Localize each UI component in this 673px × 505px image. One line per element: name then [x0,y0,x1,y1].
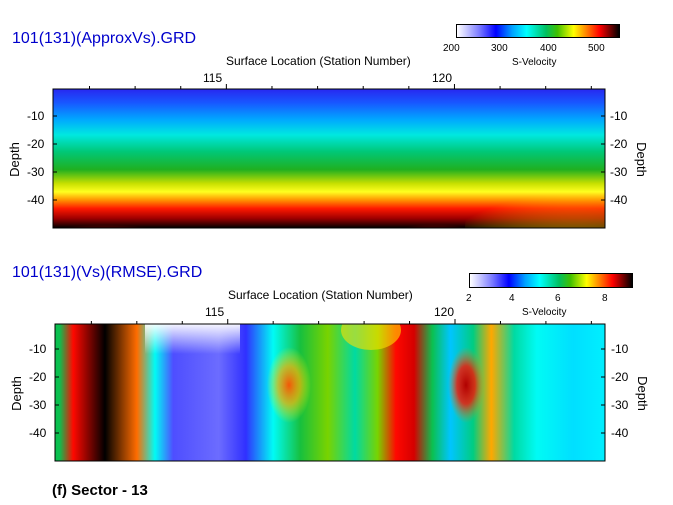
bottom-y-tick-right--30: -30 [611,398,629,412]
station-ticks [88,84,592,89]
bottom-y-tick-left--30: -30 [29,398,47,412]
bottom-x-axis-title: Surface Location (Station Number) [228,288,413,302]
top-x-tick-115: 115 [203,71,223,85]
top-y-tick-right--30: -30 [610,165,628,179]
top-grid-title: 101(131)(ApproxVs).GRD [12,30,197,47]
top-colorbar [456,24,620,38]
bottom-colorbar-tick-4: 4 [509,293,515,304]
bottom-colorbar-tick-2: 2 [466,293,472,304]
bottom-y-tick-left--40: -40 [29,426,47,440]
bottom-colorbar-label: S-Velocity [522,307,567,318]
figure-caption: (f) Sector - 13 [52,482,148,499]
station-ticks [90,319,592,324]
top-y-tick-right--20: -20 [610,137,628,151]
bottom-x-tick-120: 120 [434,305,455,319]
bottom-x-tick-115: 115 [205,305,225,319]
top-y-tick-right--40: -40 [610,193,628,207]
bottom-y-tick-left--20: -20 [29,370,47,384]
bottom-y-axis-title-right: Depth [634,376,650,411]
top-colorbar-label: S-Velocity [512,57,557,68]
bottom-y-tick-right--40: -40 [611,426,629,440]
top-y-tick-left--30: -30 [27,165,45,179]
bottom-colorbar [469,273,633,288]
bottom-y-tick-right--20: -20 [611,370,629,384]
bottom-colorbar-tick-8: 8 [602,293,608,304]
bottom-y-tick-right--10: -10 [611,342,629,356]
bottom-colorbar-tick-6: 6 [555,293,561,304]
bottom-grid-title: 101(131)(Vs)(RMSE).GRD [12,264,203,281]
top-y-tick-left--10: -10 [27,109,45,123]
top-colorbar-tick-500: 500 [588,43,605,54]
top-y-tick-left--20: -20 [27,137,45,151]
top-colorbar-tick-400: 400 [540,43,557,54]
bottom-y-tick-left--10: -10 [29,342,47,356]
top-x-axis-title: Surface Location (Station Number) [226,54,411,68]
bottom-y-axis-title-left: Depth [8,376,24,411]
top-x-tick-120: 120 [432,71,453,85]
top-colorbar-tick-300: 300 [491,43,508,54]
top-colorbar-tick-200: 200 [443,43,460,54]
top-y-tick-right--10: -10 [610,109,628,123]
top-y-tick-left--40: -40 [27,193,45,207]
